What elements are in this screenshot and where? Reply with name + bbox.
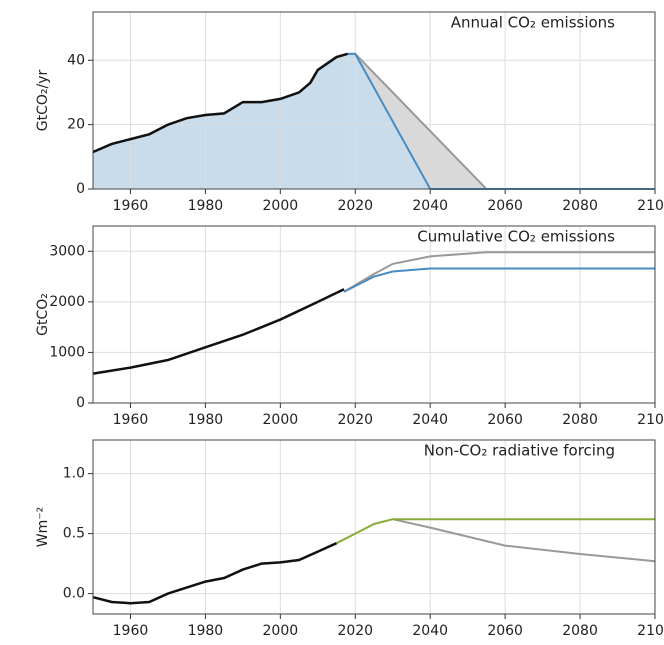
y-tick-label: 0 <box>76 395 85 411</box>
y-tick-label: 2000 <box>49 294 85 310</box>
y-tick-label: 20 <box>67 117 85 133</box>
plot-frame <box>92 11 656 190</box>
series-line <box>336 518 655 545</box>
chart-title: Cumulative CO₂ emissions <box>417 228 615 246</box>
x-tick-label: 2060 <box>487 412 523 428</box>
y-tick-label: 3000 <box>49 243 85 259</box>
series-line <box>343 251 655 293</box>
plot-frame <box>92 439 656 615</box>
x-tick-label: 1980 <box>188 623 224 639</box>
x-tick-label: 2040 <box>412 412 448 428</box>
y-axis-label: GtCO₂ <box>35 293 51 336</box>
x-tick-label: 2040 <box>412 623 448 639</box>
plot-frame <box>92 225 656 404</box>
x-tick-label: 1960 <box>113 623 149 639</box>
x-tick-label: 2080 <box>562 412 598 428</box>
x-tick-label: 2000 <box>263 412 299 428</box>
area <box>93 53 348 189</box>
x-tick-label: 2000 <box>263 198 299 214</box>
chart-title: Non-CO₂ radiative forcing <box>424 442 615 460</box>
y-tick-label: 40 <box>67 52 85 68</box>
x-tick-label: 2040 <box>412 198 448 214</box>
area <box>347 53 655 189</box>
y-tick-label: 0.0 <box>63 586 85 602</box>
x-tick-label: 2080 <box>562 198 598 214</box>
x-tick-label: 1980 <box>188 412 224 428</box>
x-tick-label: 1960 <box>113 412 149 428</box>
y-axis-label: GtCO₂/yr <box>35 70 51 132</box>
series-line <box>392 518 656 563</box>
series-line <box>92 542 338 605</box>
x-tick-label: 1980 <box>188 198 224 214</box>
y-tick-label: 1000 <box>49 344 85 360</box>
x-tick-label: 2000 <box>263 623 299 639</box>
x-tick-label: 2020 <box>337 412 373 428</box>
area <box>347 53 655 189</box>
series-line <box>343 267 655 293</box>
x-tick-label: 2020 <box>337 198 373 214</box>
y-tick-label: 0 <box>76 181 85 197</box>
series-line <box>92 288 345 375</box>
series-line <box>92 52 349 154</box>
y-tick-label: 1.0 <box>63 466 85 482</box>
x-tick-label: 2080 <box>562 623 598 639</box>
x-tick-label: 2020 <box>337 623 373 639</box>
x-tick-label: 2060 <box>487 623 523 639</box>
x-tick-label: 2060 <box>487 198 523 214</box>
chart-title: Annual CO₂ emissions <box>451 14 615 32</box>
x-tick-label: 1960 <box>113 198 149 214</box>
y-tick-label: 0.5 <box>63 526 85 542</box>
y-axis-label: Wm⁻² <box>35 507 51 547</box>
